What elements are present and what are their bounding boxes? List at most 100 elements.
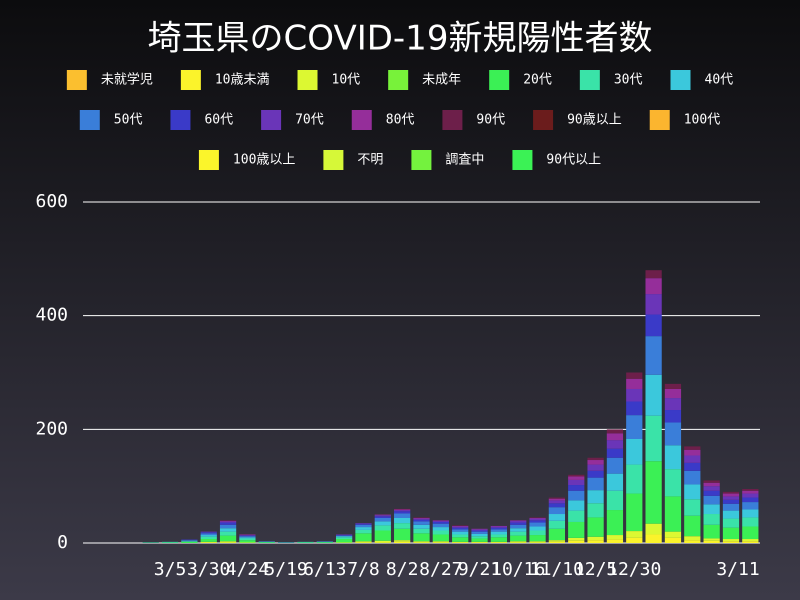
bar-segment: [452, 541, 469, 543]
bar-segment: [664, 398, 682, 411]
bar-segment: [219, 541, 237, 543]
x-tick-label: 5/19: [264, 559, 307, 580]
bar-segment: [413, 517, 430, 518]
legend-swatch: [351, 110, 372, 130]
bar-segment: [355, 529, 372, 534]
bar-segment: [742, 526, 759, 540]
bar-segment: [742, 539, 759, 542]
bar-segment: [471, 533, 488, 537]
bar-segment: [606, 510, 624, 536]
legend-swatch: [261, 110, 282, 130]
bar-segment: [413, 518, 430, 520]
bar-segment: [722, 518, 740, 528]
bar-segment: [664, 496, 682, 532]
bar-segment: [413, 519, 430, 522]
bar-segment: [587, 477, 604, 491]
bar-segment: [606, 535, 624, 540]
bar-segment: [200, 531, 217, 533]
bar-segment: [568, 490, 585, 501]
bar-segment: [645, 534, 662, 543]
bar-segment: [703, 480, 720, 483]
bar-segment: [219, 522, 237, 525]
bar-segment: [336, 535, 353, 536]
bar-segment: [452, 525, 469, 527]
legend-label: 90歳以上: [567, 113, 622, 128]
legend-label: 10代: [332, 73, 361, 88]
bar-segment: [394, 528, 411, 541]
bar-segment: [722, 503, 740, 511]
bar-segment: [374, 530, 391, 541]
bar-segment: [413, 524, 430, 529]
bar-segment: [181, 539, 198, 541]
bar-segment: [510, 524, 527, 529]
legend-swatch: [489, 70, 510, 90]
bar-segment: [703, 490, 720, 496]
bar-segment: [413, 542, 430, 543]
bar-segment: [471, 530, 488, 532]
chart-title: 埼玉県のCOVID-19新規陽性者数: [148, 19, 653, 59]
bar-segment: [568, 510, 585, 522]
bar-segment: [529, 520, 546, 523]
bar-segment: [258, 541, 275, 542]
bar-segment: [432, 527, 449, 531]
bar-segment: [548, 503, 566, 508]
legend-swatch: [79, 110, 100, 130]
bar-segment: [626, 493, 643, 532]
bar-segment: [490, 529, 507, 532]
bar-segment: [452, 525, 469, 526]
bar-segment: [626, 401, 643, 416]
bar-segment: [355, 527, 372, 530]
bar-segment: [703, 504, 720, 515]
bar-segment: [394, 541, 411, 543]
bar-segment: [432, 534, 449, 542]
y-tick-label: 600: [35, 191, 68, 212]
bar-segment: [374, 516, 391, 518]
bar-segment: [239, 535, 256, 537]
bar-segment: [626, 464, 643, 494]
bar-segment: [626, 388, 643, 402]
bar-segment: [452, 537, 469, 542]
bar-segment: [568, 479, 585, 486]
y-tick-label: 0: [57, 532, 68, 553]
bar-segment: [432, 521, 449, 524]
bar-segment: [703, 514, 720, 525]
legend-label: 70代: [295, 113, 324, 128]
bar-segment: [355, 533, 372, 542]
bar-segment: [722, 539, 740, 542]
bar-segment: [490, 534, 507, 538]
bar-segment: [239, 535, 256, 536]
legend-label: 100代: [684, 113, 720, 128]
bar-segment: [703, 495, 720, 505]
bar-segment: [394, 509, 411, 511]
legend-swatch: [579, 70, 600, 90]
bar-segment: [703, 538, 720, 541]
bar-segment: [722, 527, 740, 540]
bar-segment: [490, 525, 507, 527]
bar-segment: [510, 531, 527, 536]
bar-segment: [374, 521, 391, 526]
bar-segment: [394, 510, 411, 512]
bar-segment: [742, 490, 759, 494]
x-tick-label: 3/11: [716, 559, 759, 580]
bar-segment: [471, 531, 488, 534]
x-tick-label: 8/27: [419, 559, 462, 580]
bar-segment: [722, 496, 740, 500]
bar-segment: [626, 372, 643, 379]
bar-segment: [568, 521, 585, 538]
bar-segment: [200, 542, 217, 543]
legend-swatch: [170, 110, 191, 130]
bar-segment: [336, 542, 353, 543]
bar-segment: [432, 542, 449, 543]
bar-segment: [490, 531, 507, 535]
bar-segment: [587, 470, 604, 478]
bar-segment: [161, 542, 179, 543]
bar-segment: [587, 464, 604, 471]
legend-swatch: [533, 110, 554, 130]
bar-segment: [684, 540, 701, 543]
bar-segment: [471, 529, 488, 531]
bar-segment: [606, 473, 624, 491]
bar-segment: [219, 524, 237, 529]
bar-segment: [529, 542, 546, 543]
bar-segment: [645, 336, 662, 375]
